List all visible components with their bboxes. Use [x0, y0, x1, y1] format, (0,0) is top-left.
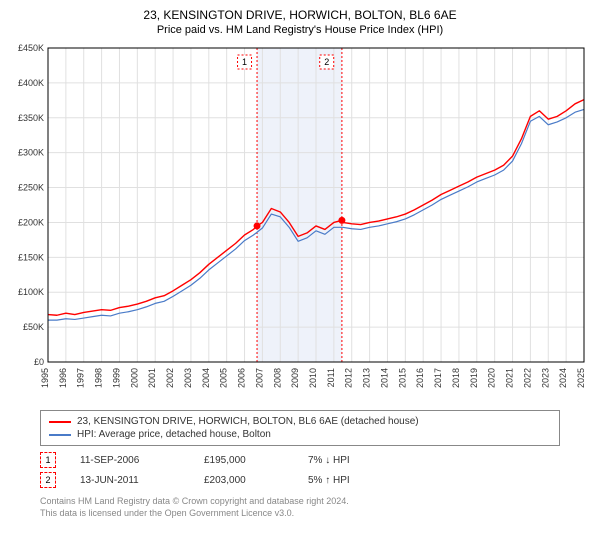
svg-text:2024: 2024	[558, 368, 568, 388]
svg-text:2020: 2020	[487, 368, 497, 388]
svg-text:1998: 1998	[94, 368, 104, 388]
line-chart-svg: £0 £50K £100K £150K £200K £250K £300K £350K £400…	[0, 42, 600, 402]
chart-area: £0 £50K £100K £150K £200K £250K £300K £350K £400…	[0, 42, 600, 402]
svg-text:£400K: £400K	[18, 78, 44, 88]
svg-text:2008: 2008	[272, 368, 282, 388]
legend-box: 23, KENSINGTON DRIVE, HORWICH, BOLTON, B…	[40, 410, 560, 446]
footer-line-2: This data is licensed under the Open Gov…	[40, 508, 560, 520]
transaction-price: £195,000	[204, 455, 284, 466]
svg-text:2025: 2025	[576, 368, 586, 388]
svg-text:2023: 2023	[540, 368, 550, 388]
transaction-price: £203,000	[204, 475, 284, 486]
svg-text:2: 2	[324, 57, 329, 67]
svg-text:2005: 2005	[219, 368, 229, 388]
transaction-badge: 1	[40, 452, 56, 468]
svg-text:£450K: £450K	[18, 43, 44, 53]
svg-text:2003: 2003	[183, 368, 193, 388]
svg-text:£150K: £150K	[18, 252, 44, 262]
svg-text:2014: 2014	[379, 368, 389, 388]
legend-label: 23, KENSINGTON DRIVE, HORWICH, BOLTON, B…	[77, 416, 419, 427]
svg-text:2022: 2022	[522, 368, 532, 388]
legend-item: 23, KENSINGTON DRIVE, HORWICH, BOLTON, B…	[49, 415, 551, 428]
svg-text:1997: 1997	[76, 368, 86, 388]
svg-text:1995: 1995	[40, 368, 50, 388]
legend-label: HPI: Average price, detached house, Bolt…	[77, 429, 271, 440]
transaction-hpi: 7% ↓ HPI	[308, 455, 388, 466]
svg-text:2000: 2000	[129, 368, 139, 388]
svg-text:2018: 2018	[451, 368, 461, 388]
svg-text:£250K: £250K	[18, 183, 44, 193]
svg-text:2013: 2013	[362, 368, 372, 388]
chart-container: 23, KENSINGTON DRIVE, HORWICH, BOLTON, B…	[0, 0, 600, 560]
svg-text:1: 1	[242, 57, 247, 67]
svg-text:2002: 2002	[165, 368, 175, 388]
svg-text:£0: £0	[34, 357, 44, 367]
transaction-badge: 2	[40, 472, 56, 488]
svg-text:2006: 2006	[237, 368, 247, 388]
svg-text:1999: 1999	[111, 368, 121, 388]
svg-text:2017: 2017	[433, 368, 443, 388]
transaction-date: 13-JUN-2011	[80, 475, 180, 486]
svg-text:2012: 2012	[344, 368, 354, 388]
transaction-row: 2 13-JUN-2011 £203,000 5% ↑ HPI	[40, 470, 560, 490]
legend-item: HPI: Average price, detached house, Bolt…	[49, 428, 551, 441]
svg-text:£200K: £200K	[18, 217, 44, 227]
svg-text:2016: 2016	[415, 368, 425, 388]
svg-text:2004: 2004	[201, 368, 211, 388]
legend-swatch	[49, 434, 71, 436]
svg-text:2009: 2009	[290, 368, 300, 388]
chart-title: 23, KENSINGTON DRIVE, HORWICH, BOLTON, B…	[0, 0, 600, 22]
transaction-table: 1 11-SEP-2006 £195,000 7% ↓ HPI 2 13-JUN-2011…	[40, 450, 560, 490]
footer-attribution: Contains HM Land Registry data © Crown c…	[40, 496, 560, 519]
chart-subtitle: Price paid vs. HM Land Registry's House …	[0, 22, 600, 42]
svg-text:2015: 2015	[397, 368, 407, 388]
svg-text:2010: 2010	[308, 368, 318, 388]
transaction-date: 11-SEP-2006	[80, 455, 180, 466]
svg-text:2001: 2001	[147, 368, 157, 388]
svg-text:1996: 1996	[58, 368, 68, 388]
svg-text:£50K: £50K	[23, 322, 44, 332]
svg-text:2007: 2007	[254, 368, 264, 388]
svg-text:2019: 2019	[469, 368, 479, 388]
transaction-row: 1 11-SEP-2006 £195,000 7% ↓ HPI	[40, 450, 560, 470]
svg-text:£300K: £300K	[18, 148, 44, 158]
svg-text:£350K: £350K	[18, 113, 44, 123]
transaction-hpi: 5% ↑ HPI	[308, 475, 388, 486]
footer-line-1: Contains HM Land Registry data © Crown c…	[40, 496, 560, 508]
svg-text:2011: 2011	[326, 368, 336, 387]
legend-swatch	[49, 421, 71, 423]
svg-text:£100K: £100K	[18, 287, 44, 297]
svg-text:2021: 2021	[505, 368, 515, 388]
